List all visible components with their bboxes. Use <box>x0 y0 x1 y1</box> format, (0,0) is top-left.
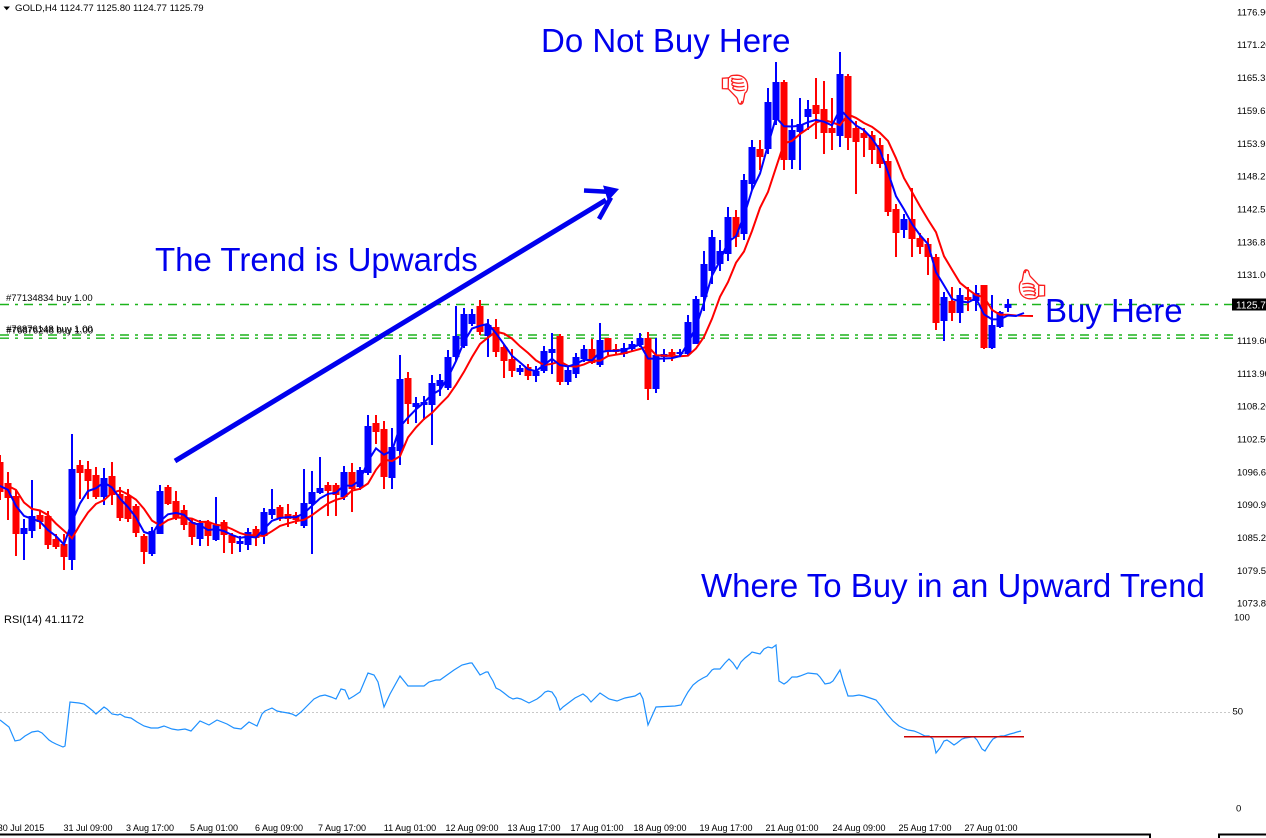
svg-text:13 Aug 17:00: 13 Aug 17:00 <box>507 823 560 833</box>
svg-text:1113.90: 1113.90 <box>1237 369 1266 380</box>
svg-text:#77134834 buy 1.00: #77134834 buy 1.00 <box>6 293 93 304</box>
svg-text:1119.60: 1119.60 <box>1237 336 1266 347</box>
svg-text:11 Aug 01:00: 11 Aug 01:00 <box>384 823 436 833</box>
svg-text:27 Aug 01:00: 27 Aug 01:00 <box>964 823 1017 833</box>
svg-text:3 Aug 17:00: 3 Aug 17:00 <box>126 823 174 833</box>
svg-text:#76876248 buy 1.00: #76876248 buy 1.00 <box>7 326 94 337</box>
svg-text:1125.79: 1125.79 <box>1236 301 1266 312</box>
svg-text:1136.85: 1136.85 <box>1237 237 1266 248</box>
svg-text:18 Aug 09:00: 18 Aug 09:00 <box>633 823 686 833</box>
svg-text:25 Aug 17:00: 25 Aug 17:00 <box>898 823 951 833</box>
svg-text:17 Aug 01:00: 17 Aug 01:00 <box>570 823 623 833</box>
svg-text:24 Aug 09:00: 24 Aug 09:00 <box>832 823 885 833</box>
svg-text:1096.65: 1096.65 <box>1237 467 1266 478</box>
svg-text:1073.85: 1073.85 <box>1237 599 1266 610</box>
svg-text:The Trend is Upwards: The Trend is Upwards <box>155 241 478 278</box>
svg-text:19 Aug 17:00: 19 Aug 17:00 <box>699 823 752 833</box>
svg-text:Buy Here: Buy Here <box>1045 292 1183 329</box>
svg-text:1142.55: 1142.55 <box>1237 205 1266 216</box>
svg-text:1153.95: 1153.95 <box>1237 139 1266 150</box>
svg-text:1159.65: 1159.65 <box>1237 106 1266 117</box>
svg-text:RSI(14) 41.1172: RSI(14) 41.1172 <box>4 614 84 626</box>
svg-text:Where To Buy in an Upward Tren: Where To Buy in an Upward Trend <box>701 567 1205 604</box>
svg-text:1176.90: 1176.90 <box>1237 7 1266 18</box>
svg-text:0: 0 <box>1236 804 1241 815</box>
svg-text:21 Aug 01:00: 21 Aug 01:00 <box>765 823 818 833</box>
svg-text:1102.50: 1102.50 <box>1237 434 1266 445</box>
svg-text:1131.00: 1131.00 <box>1237 270 1266 281</box>
svg-text:1079.55: 1079.55 <box>1237 566 1266 577</box>
svg-text:7 Aug 17:00: 7 Aug 17:00 <box>318 823 366 833</box>
svg-text:#76876148 buy 1.00: #76876148 buy 1.00 <box>6 324 93 335</box>
svg-text:5 Aug 01:00: 5 Aug 01:00 <box>190 823 238 833</box>
svg-text:1148.25: 1148.25 <box>1237 172 1266 183</box>
svg-text:1108.20: 1108.20 <box>1237 402 1266 413</box>
svg-text:GOLD,H4 1124.77 1125.80 1124.: GOLD,H4 1124.77 1125.80 1124.77 1125.79 <box>15 3 204 14</box>
svg-text:1171.20: 1171.20 <box>1237 40 1266 51</box>
svg-text:30 Jul 2015: 30 Jul 2015 <box>0 823 44 833</box>
svg-text:100: 100 <box>1234 613 1250 624</box>
svg-text:1090.95: 1090.95 <box>1237 500 1266 511</box>
svg-text:31 Jul 09:00: 31 Jul 09:00 <box>63 823 112 833</box>
svg-text:1085.25: 1085.25 <box>1237 533 1266 544</box>
svg-text:Do Not Buy Here: Do Not Buy Here <box>541 22 790 59</box>
svg-text:12 Aug 09:00: 12 Aug 09:00 <box>445 823 498 833</box>
svg-text:6 Aug 09:00: 6 Aug 09:00 <box>255 823 303 833</box>
svg-text:50: 50 <box>1233 707 1244 718</box>
svg-text:1165.35: 1165.35 <box>1237 73 1266 84</box>
